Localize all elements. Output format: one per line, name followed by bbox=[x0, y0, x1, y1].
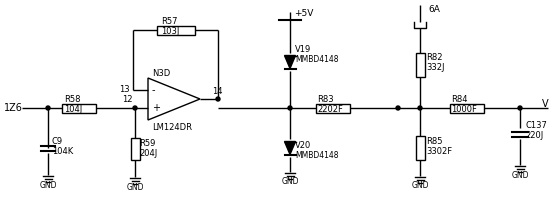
Polygon shape bbox=[285, 56, 296, 68]
Text: GND: GND bbox=[126, 182, 144, 192]
Polygon shape bbox=[148, 78, 200, 120]
Text: MMBD4148: MMBD4148 bbox=[295, 56, 339, 64]
Text: 104J: 104J bbox=[64, 104, 82, 114]
Text: +: + bbox=[152, 103, 160, 113]
Text: 14: 14 bbox=[212, 88, 222, 97]
Bar bbox=[450, 104, 484, 113]
Text: 220J: 220J bbox=[525, 131, 543, 140]
Text: GND: GND bbox=[411, 182, 429, 191]
Text: 6A: 6A bbox=[428, 5, 440, 15]
Circle shape bbox=[396, 106, 400, 110]
Text: 103J: 103J bbox=[162, 27, 180, 36]
Text: C137: C137 bbox=[525, 120, 547, 130]
Bar bbox=[415, 53, 424, 77]
Polygon shape bbox=[285, 141, 296, 155]
Circle shape bbox=[518, 106, 522, 110]
Text: R58: R58 bbox=[64, 95, 80, 104]
Circle shape bbox=[46, 106, 50, 110]
Text: 2202F: 2202F bbox=[317, 105, 343, 114]
Circle shape bbox=[133, 106, 137, 110]
Text: 104K: 104K bbox=[52, 146, 73, 156]
Text: 1Z6: 1Z6 bbox=[4, 103, 23, 113]
Bar bbox=[415, 136, 424, 160]
Bar bbox=[130, 138, 140, 160]
Text: C9: C9 bbox=[52, 137, 63, 146]
Text: GND: GND bbox=[281, 177, 299, 187]
Text: GND: GND bbox=[39, 181, 57, 189]
Circle shape bbox=[216, 97, 220, 101]
Text: V: V bbox=[542, 99, 548, 109]
Text: 332J: 332J bbox=[426, 62, 444, 72]
Text: 204J: 204J bbox=[139, 149, 157, 157]
Text: R57: R57 bbox=[162, 16, 178, 26]
Bar bbox=[62, 104, 96, 113]
Text: 13: 13 bbox=[120, 85, 130, 94]
Text: +5V: +5V bbox=[294, 10, 314, 19]
Text: R83: R83 bbox=[317, 94, 334, 104]
Bar bbox=[316, 104, 350, 113]
Text: R59: R59 bbox=[139, 140, 155, 149]
Text: 1000F: 1000F bbox=[451, 105, 477, 114]
Text: V20: V20 bbox=[295, 140, 311, 150]
Text: R82: R82 bbox=[426, 52, 443, 62]
Bar bbox=[157, 26, 195, 35]
Text: N3D: N3D bbox=[152, 68, 170, 78]
Text: R85: R85 bbox=[426, 136, 443, 146]
Circle shape bbox=[288, 106, 292, 110]
Text: MMBD4148: MMBD4148 bbox=[295, 151, 339, 160]
Text: R84: R84 bbox=[451, 94, 467, 104]
Text: LM124DR: LM124DR bbox=[152, 123, 192, 131]
Text: V19: V19 bbox=[295, 46, 311, 54]
Circle shape bbox=[418, 106, 422, 110]
Text: 12: 12 bbox=[122, 95, 133, 104]
Text: 3302F: 3302F bbox=[426, 146, 452, 156]
Text: -: - bbox=[152, 85, 155, 95]
Text: GND: GND bbox=[511, 171, 529, 180]
